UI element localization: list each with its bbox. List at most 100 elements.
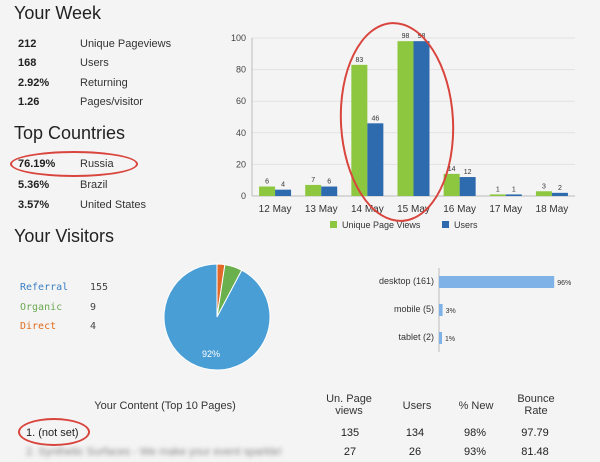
country-share: 3.57% — [18, 199, 50, 211]
bar-value-label: 98 — [402, 33, 410, 40]
bar-value-label: 12 — [464, 169, 472, 176]
source-name: Direct — [20, 321, 57, 332]
stat-users: 168 Users — [18, 57, 109, 69]
pie-slice-referral — [163, 263, 271, 371]
content-views: 27 — [343, 446, 357, 458]
bar-value-label: 4 — [281, 182, 285, 189]
device-bar — [439, 332, 442, 344]
bar-users — [505, 194, 522, 196]
bar-value-label: 1 — [512, 186, 516, 193]
country-row: 3.57% United States — [18, 199, 146, 211]
stat-value: 168 — [18, 57, 37, 69]
bar-pageviews — [305, 184, 322, 196]
bar-users — [459, 177, 476, 196]
y-tick-label: 100 — [231, 33, 246, 43]
country-row: 76.19% Russia — [18, 158, 114, 170]
source-count: 155 — [90, 282, 109, 293]
stat-label: Pages/visitor — [80, 96, 143, 108]
country-row: 5.36% Brazil — [18, 179, 108, 191]
content-bounce: 97.79 — [521, 427, 549, 439]
x-tick-label: 16 May — [443, 204, 476, 215]
y-tick-label: 20 — [236, 159, 246, 169]
your-week-title: Your Week — [14, 3, 102, 23]
bar-pageviews — [535, 191, 552, 196]
stat-label: Users — [80, 57, 109, 69]
content-new: 98% — [463, 427, 487, 439]
content-header-page: Your Content (Top 10 Pages) — [94, 400, 236, 412]
stat-value: 212 — [18, 38, 37, 50]
bar-users — [551, 192, 568, 196]
bar-value-label: 6 — [265, 179, 269, 186]
bar-pageviews — [351, 64, 368, 196]
x-tick-label: 18 May — [536, 204, 569, 215]
source-row-organic: Organic 9 — [20, 302, 96, 313]
country-name: Russia — [80, 158, 114, 170]
content-bounce: 81.48 — [521, 446, 549, 458]
source-row-direct: Direct 4 — [20, 321, 96, 332]
bar-pageviews — [397, 41, 414, 196]
content-users: 26 — [408, 446, 422, 458]
y-tick-label: 60 — [236, 96, 246, 106]
x-tick-label: 14 May — [351, 204, 384, 215]
stat-pages-visitor: 1.26 Pages/visitor — [18, 96, 143, 108]
device-value-label: 1% — [445, 336, 455, 343]
legend-label: Users — [454, 220, 478, 230]
bar-users — [413, 41, 430, 196]
bar-pageviews — [259, 186, 276, 196]
device-label: desktop (161) — [379, 276, 434, 286]
content-page-link[interactable]: 1. (not set) — [26, 427, 79, 439]
visitor-sources-pie-chart: 92% — [163, 263, 271, 371]
x-tick-label: 17 May — [489, 204, 522, 215]
bar-value-label: 83 — [355, 57, 363, 64]
source-count: 4 — [90, 321, 97, 332]
legend-swatch — [330, 221, 337, 228]
y-tick-label: 40 — [236, 128, 246, 138]
content-users: 134 — [405, 427, 425, 439]
content-page-link[interactable]: 2. Synthetic Surfaces - We make your eve… — [26, 446, 282, 458]
y-tick-label: 80 — [236, 65, 246, 75]
country-share: 76.19% — [18, 158, 56, 170]
stat-unique-pageviews: 212 Unique Pageviews — [18, 38, 171, 50]
content-views: 135 — [340, 427, 360, 439]
y-tick-label: 0 — [241, 191, 246, 201]
source-row-referral: Referral 155 — [20, 282, 108, 293]
source-count: 9 — [90, 302, 97, 313]
device-bar — [439, 276, 555, 288]
bar-users — [275, 189, 292, 196]
device-value-label: 96% — [557, 280, 571, 287]
content-header-views: Un. Page views — [326, 393, 372, 417]
content-new: 93% — [463, 446, 487, 458]
bar-value-label: 46 — [371, 115, 379, 122]
bar-pageviews — [489, 194, 506, 196]
weekly-bar-chart: 0 20 40 60 80 100 6 4 12 May 7 6 13 May 83 46 14 May 98… — [231, 33, 575, 230]
device-label: tablet (2) — [398, 332, 434, 342]
device-value-label: 3% — [446, 308, 456, 315]
bar-value-label: 2 — [558, 185, 562, 192]
x-tick-label: 15 May — [397, 204, 430, 215]
top-countries-title: Top Countries — [14, 123, 126, 143]
bar-value-label: 1 — [496, 186, 500, 193]
stat-value: 2.92% — [18, 77, 50, 89]
content-header-users: Users — [402, 400, 432, 412]
country-share: 5.36% — [18, 179, 50, 191]
device-bar-chart: desktop (161) 96% mobile (5) 3% tablet (2) 1% — [379, 268, 571, 352]
stat-value: 1.26 — [18, 96, 40, 108]
bar-value-label: 6 — [327, 179, 331, 186]
content-header-bounce: Bounce Rate — [517, 393, 555, 417]
bar-value-label: 3 — [542, 183, 546, 190]
stat-label: Returning — [80, 77, 128, 89]
content-header-new: % New — [458, 400, 494, 412]
bar-pageviews — [443, 173, 460, 196]
country-name: United States — [80, 199, 147, 211]
x-tick-label: 12 May — [259, 204, 292, 215]
stat-label: Unique Pageviews — [80, 38, 172, 50]
device-bar — [439, 304, 443, 316]
bar-value-label: 98 — [418, 33, 426, 40]
source-name: Organic — [20, 302, 63, 313]
legend-swatch — [442, 221, 449, 228]
bar-users — [367, 123, 384, 196]
bar-value-label: 14 — [448, 166, 456, 173]
stat-returning: 2.92% Returning — [18, 77, 128, 89]
source-name: Referral — [20, 282, 69, 293]
country-name: Brazil — [80, 179, 108, 191]
